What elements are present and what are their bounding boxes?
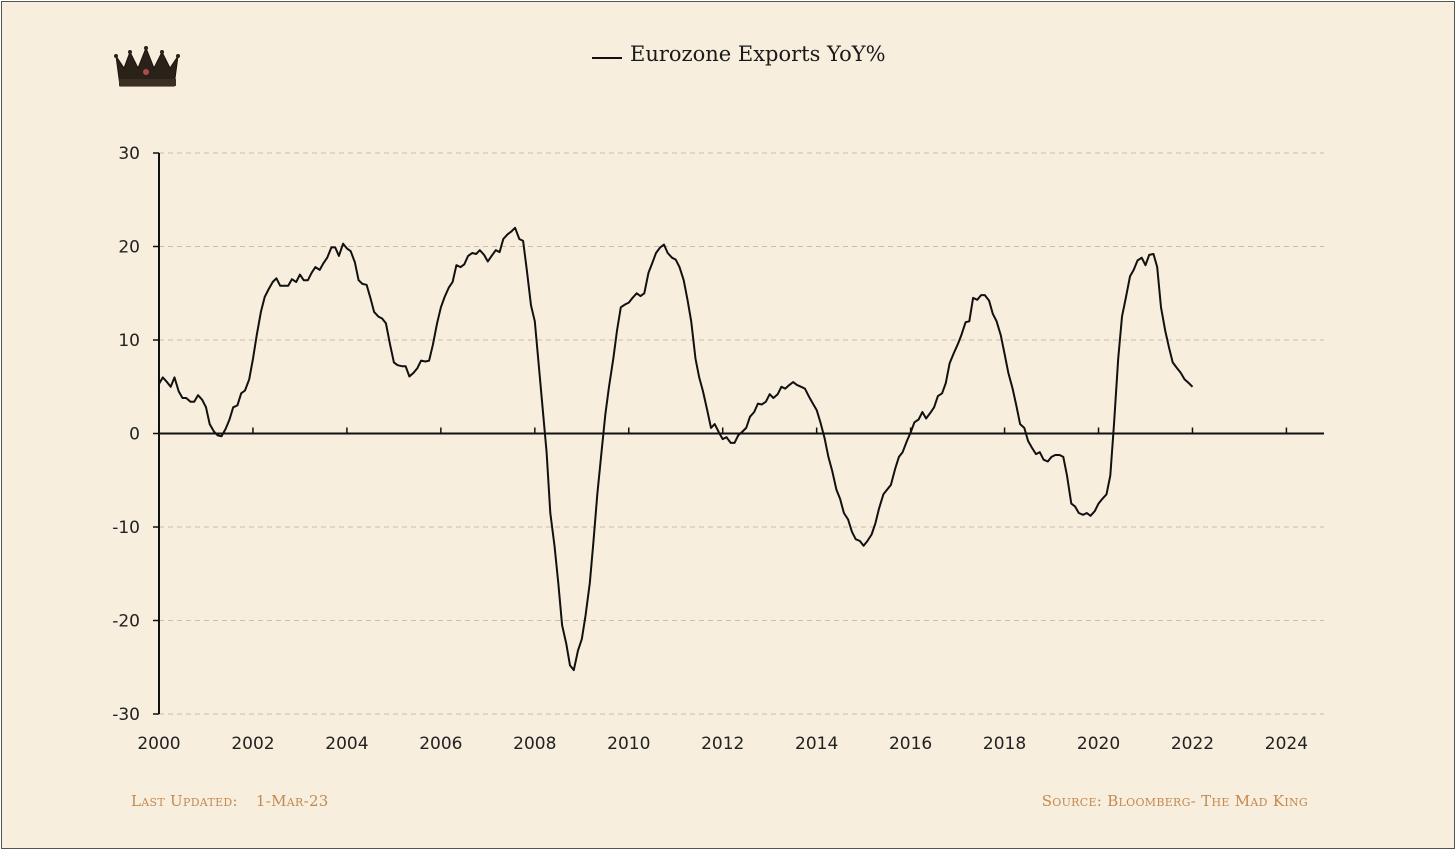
last-updated-value: 1-Mar-23	[255, 792, 329, 810]
y-tick-label: 30	[118, 144, 140, 164]
x-tick-label: 2020	[1077, 734, 1120, 754]
x-tick-label: 2002	[231, 734, 274, 754]
y-tick-label: 0	[129, 425, 140, 445]
last-updated: Last Updated: 1-Mar-23	[131, 792, 329, 810]
x-tick-label: 2024	[1265, 734, 1308, 754]
source-note: Source: Bloomberg- The Mad King	[1041, 792, 1308, 810]
x-tick-label: 2012	[701, 734, 744, 754]
legend-swatch	[592, 57, 622, 59]
x-tick-label: 2016	[889, 734, 932, 754]
chart-legend: Eurozone Exports YoY%	[592, 42, 886, 66]
legend-label: Eurozone Exports YoY%	[630, 42, 886, 66]
x-tick-label: 2010	[607, 734, 650, 754]
x-tick-label: 2018	[983, 734, 1026, 754]
series-line-eurozone-exports	[158, 226, 1194, 672]
x-tick-label: 2000	[137, 734, 180, 754]
x-tick-label: 2008	[513, 734, 556, 754]
y-tick-label: -20	[112, 612, 140, 632]
y-tick-label: -10	[112, 518, 140, 538]
x-tick-label: 2006	[419, 734, 462, 754]
x-tick-label: 2022	[1171, 734, 1214, 754]
y-tick-label: -30	[112, 705, 140, 725]
y-tick-label: 20	[118, 238, 140, 258]
crown-icon	[114, 46, 180, 87]
last-updated-label: Last Updated:	[131, 792, 238, 810]
y-tick-label: 10	[118, 331, 140, 351]
x-tick-label: 2004	[325, 734, 368, 754]
x-tick-label: 2014	[795, 734, 838, 754]
